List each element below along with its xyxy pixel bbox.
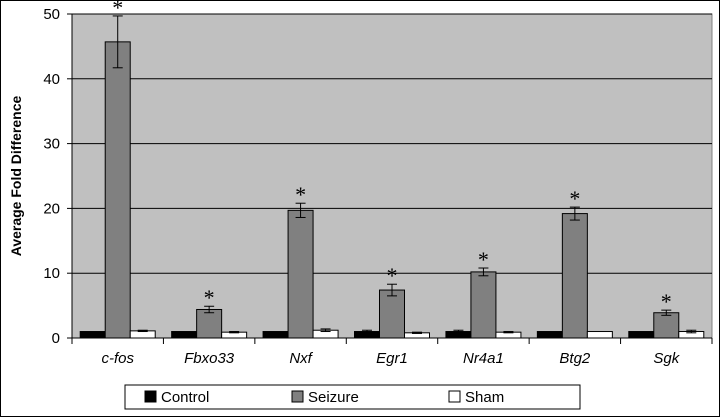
y-tick-label-0: 0 [52,330,60,347]
legend-swatch-sham [448,390,461,403]
significance-star-fbxo33: * [204,285,215,310]
bar-control-sgk [628,331,655,339]
x-category-labels: c-fos Fbxo33 Nxf Egr1 Nr4a1 Btg2 Sgk [101,350,680,367]
y-tick-label-40: 40 [43,71,60,88]
significance-star-sgk: * [661,289,672,314]
significance-markers: * * * * * * * [112,0,672,314]
bar-control-c-fos [79,331,106,339]
y-tick-labels: 0 10 20 30 40 50 [43,6,60,347]
error-bars [112,15,697,334]
bar-control-btg2 [536,331,563,339]
axes [67,13,713,344]
x-category-label-nr4a1: Nr4a1 [463,350,504,367]
bar-seizure-fbxo33 [196,308,223,339]
legend-box [124,384,581,410]
error-bar-sham-nxf [320,328,331,333]
error-bar-seizure-sgk [661,309,672,316]
legend-label-sham: Sham [465,389,504,406]
legend-item-sham: Sham [448,389,504,406]
x-category-label-fbxo33: Fbxo33 [184,350,235,367]
error-bar-sham-fbxo33 [229,331,240,334]
error-bar-control-egr1 [362,329,372,334]
bar-seizure-btg2 [561,213,588,339]
gridlines [72,13,712,274]
error-bar-control-nr4a1 [453,329,464,334]
significance-star-c-fos: * [112,0,123,20]
x-category-label-c-fos: c-fos [101,350,134,367]
y-tick-label-10: 10 [43,265,60,282]
significance-star-btg2: * [569,186,580,211]
legend-label-control: Control [161,389,209,406]
error-bar-sham-nr4a1 [503,331,514,334]
error-bar-sham-egr1 [412,331,422,334]
legend-label-seizure: Seizure [308,389,359,406]
significance-star-nxf: * [295,182,306,207]
error-bar-seizure-btg2 [569,206,580,221]
y-tick-label-50: 50 [43,6,60,23]
legend-swatch-control [144,390,157,403]
y-tick-label-30: 30 [43,136,60,153]
x-category-label-nxf: Nxf [289,350,313,367]
bar-seizure-nxf [287,209,314,339]
bar-seizure-c-fos [104,41,131,339]
x-category-label-btg2: Btg2 [559,350,591,367]
x-category-label-sgk: Sgk [653,350,680,367]
bar-control-nxf [262,331,289,339]
bar-control-fbxo33 [171,331,198,339]
bar-seizure-sgk [653,312,680,339]
legend-swatch-seizure [291,390,304,403]
bar-seizure-nr4a1 [470,271,497,339]
error-bar-seizure-nxf [295,202,306,218]
error-bar-sham-c-fos [137,329,148,333]
error-bar-seizure-fbxo33 [204,305,215,314]
legend: Control Seizure Sham [124,384,581,410]
legend-item-seizure: Seizure [291,389,359,406]
y-axis-label: Average Fold Difference [8,96,24,257]
bar-sham-btg2 [586,331,613,339]
error-bar-seizure-egr1 [387,283,397,297]
bar-seizure-egr1 [379,289,405,339]
error-bar-sham-sgk [686,329,697,334]
significance-star-egr1: * [387,263,398,288]
y-tick-label-20: 20 [43,200,60,217]
significance-star-nr4a1: * [478,247,489,272]
error-bar-seizure-c-fos [112,15,123,69]
x-category-label-egr1: Egr1 [376,350,408,367]
error-bar-seizure-nr4a1 [478,267,489,277]
legend-item-control: Control [144,389,209,406]
